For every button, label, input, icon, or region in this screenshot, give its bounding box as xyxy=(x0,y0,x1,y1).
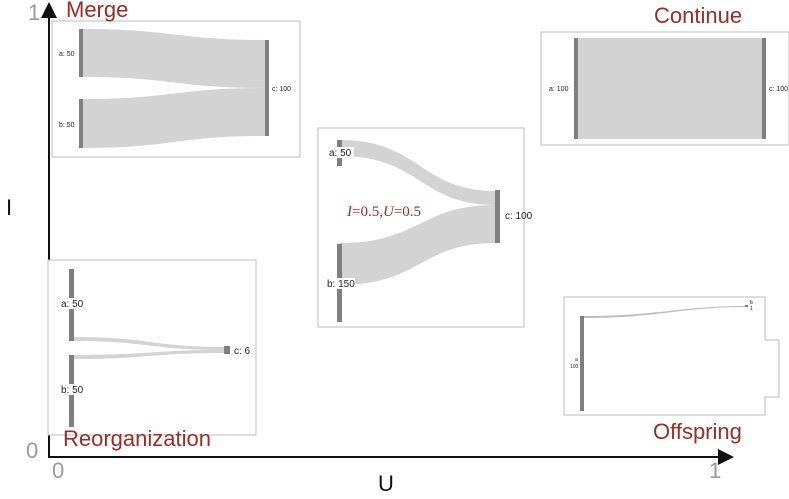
reorganization-node-a-label-bg xyxy=(60,298,86,309)
continue-title: Continue xyxy=(654,3,742,28)
center-link-b xyxy=(340,205,496,285)
continue-node-a-label: a: 100 xyxy=(549,86,569,93)
merge-link-b xyxy=(82,88,266,148)
y-axis-title: I xyxy=(6,195,12,220)
merge-link-a xyxy=(82,29,266,88)
center-link-a xyxy=(340,140,496,205)
center-annotation: I=0.5,U=0.5 xyxy=(346,204,421,220)
center-node-c-label: c: 100 xyxy=(505,211,533,222)
reorganization-link-a xyxy=(73,337,225,350)
x-axis-min-label: 0 xyxy=(52,458,64,483)
reorganization-title: Reorganization xyxy=(63,426,211,451)
merge-node-b-bar xyxy=(79,99,83,148)
reorganization-node-a-label: a: 50 xyxy=(61,299,84,310)
merge-node-c-bar xyxy=(265,40,269,136)
merge-node-c-label: c: 100 xyxy=(272,86,291,93)
reorganization-node-b-label: b: 50 xyxy=(61,385,84,396)
center-node-b-label: b: 150 xyxy=(327,279,355,290)
offspring-node-b-name: b xyxy=(750,300,753,306)
offspring-node-a-name: a xyxy=(575,357,578,363)
offspring-panel-frame xyxy=(563,296,780,416)
continue-node-c-label: c: 100 xyxy=(769,86,788,93)
center-node-a-label: a: 50 xyxy=(329,148,352,159)
center-node-c-bar xyxy=(495,190,500,243)
continue-node-a-bar xyxy=(574,38,578,139)
y-axis-max-label: 1 xyxy=(28,0,40,25)
offspring-panel: a 100 b 1 xyxy=(563,296,780,416)
offspring-title: Offspring xyxy=(653,419,742,444)
x-axis-max-label: 1 xyxy=(709,458,721,483)
center-node-b-label-bg xyxy=(325,278,355,289)
center-panel: a: 50 b: 150 c: 100 I=0.5,U=0.5 xyxy=(317,127,533,328)
offspring-link xyxy=(583,306,746,318)
offspring-node-a-bar xyxy=(580,316,584,411)
x-axis-title: U xyxy=(378,471,394,496)
reorganization-panel: a: 50 b: 50 c: 6 xyxy=(47,259,257,436)
continue-link xyxy=(577,38,763,139)
offspring-node-b-value: 1 xyxy=(750,306,753,312)
center-node-a-label-bg xyxy=(327,147,354,158)
reorganization-node-b-label-bg xyxy=(60,384,86,395)
continue-panel: a: 100 c: 100 xyxy=(540,31,789,146)
offspring-node-b-bar xyxy=(745,305,748,307)
offspring-node-a-value: 100 xyxy=(570,364,579,370)
merge-panel: a: 50 b: 50 c: 100 xyxy=(51,20,301,158)
merge-node-a-bar xyxy=(79,29,83,77)
reorganization-link-b xyxy=(73,350,225,359)
y-axis-min-label: 0 xyxy=(26,438,38,463)
merge-title: Merge xyxy=(66,0,128,22)
merge-node-b-label: b: 50 xyxy=(59,122,75,129)
reorganization-node-c-bar xyxy=(224,346,230,354)
reorganization-node-c-label: c: 6 xyxy=(234,346,251,357)
merge-node-a-label: a: 50 xyxy=(59,51,75,58)
continue-node-c-bar xyxy=(762,38,766,139)
